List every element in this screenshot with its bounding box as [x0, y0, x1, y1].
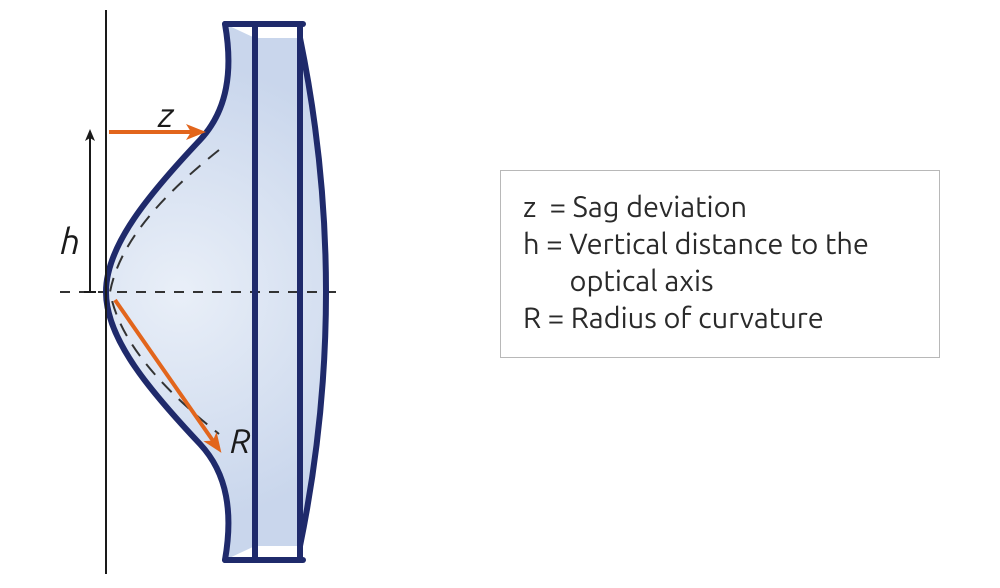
legend-line: z = Sag deviation — [523, 189, 917, 226]
label-h: h — [60, 220, 80, 261]
label-z: z — [158, 96, 173, 134]
label-R: R — [230, 422, 251, 460]
legend-box: z = Sag deviationh = Vertical distance t… — [500, 170, 940, 358]
legend-line: h = Vertical distance to the — [523, 226, 917, 263]
legend-line: optical axis — [523, 263, 917, 300]
legend-line: R = Radius of curvature — [523, 300, 917, 337]
diagram-stage: z = Sag deviationh = Vertical distance t… — [0, 0, 1000, 584]
